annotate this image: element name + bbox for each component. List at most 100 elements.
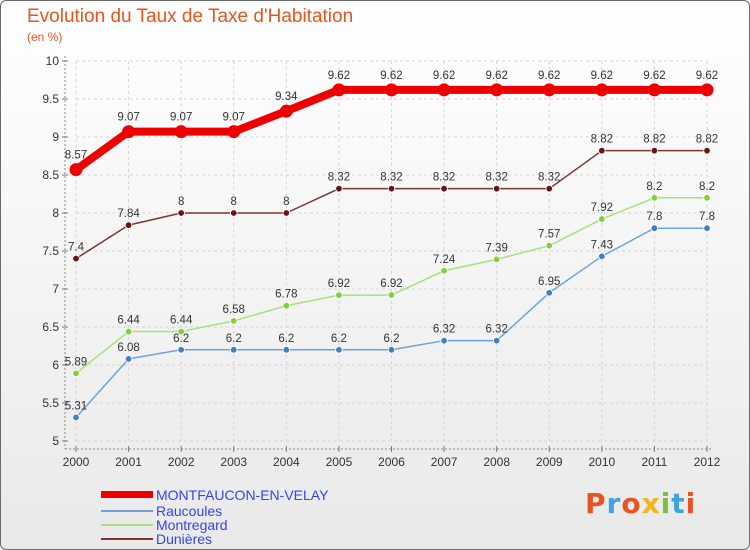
data-label: 9.62 (696, 70, 718, 82)
legend-item-montregard[interactable]: Montregard (101, 516, 228, 533)
data-label: 6.95 (538, 276, 560, 288)
data-point (545, 241, 553, 250)
series-layer: 7.4 7.84 8 8 8 8.32 8.32 8.32 8.32 8.32 8.82 8.82 8.… (65, 70, 718, 422)
data-point (230, 317, 238, 325)
data-point (703, 224, 711, 232)
data-point (545, 184, 553, 193)
data-label: 6.92 (328, 278, 350, 290)
data-point (332, 83, 346, 97)
data-point (650, 146, 659, 155)
x-tick-label: 2003 (220, 455, 247, 469)
chart-unit-label: (en %) (27, 30, 63, 44)
data-label: 6.44 (170, 315, 193, 327)
data-label: 9.62 (433, 70, 455, 82)
data-label: 5.31 (65, 400, 87, 412)
proxiti-logo[interactable]: Proxiti (585, 487, 696, 520)
data-label: 7.43 (591, 239, 613, 251)
data-point (282, 302, 291, 310)
y-tick-label: 8 (52, 206, 59, 220)
data-label: 8 (231, 196, 237, 208)
data-point (700, 83, 714, 97)
x-tick-label: 2008 (483, 455, 510, 469)
data-point (177, 346, 185, 354)
data-point (440, 267, 448, 275)
data-point (545, 289, 553, 297)
x-tick-label: 2001 (115, 455, 142, 469)
data-point (387, 346, 396, 354)
data-point (124, 355, 133, 363)
data-point (595, 83, 609, 97)
x-tick-label: 2004 (273, 455, 300, 469)
data-label: 8.32 (485, 172, 507, 184)
data-label: 6.44 (117, 315, 140, 327)
x-tick-label: 2007 (431, 455, 458, 469)
y-tick-label: 10 (46, 54, 60, 68)
data-label: 8.32 (538, 172, 560, 184)
data-label: 8 (178, 196, 184, 208)
legend-swatch-montfaucon (101, 491, 153, 498)
data-label: 9.07 (170, 112, 192, 124)
data-label: 8.32 (433, 172, 455, 184)
data-point (230, 346, 238, 354)
data-label: 8 (283, 196, 289, 208)
data-point (437, 83, 451, 97)
logo-letter: r (606, 487, 622, 520)
data-point (124, 327, 133, 336)
data-label: 6.58 (223, 304, 245, 316)
data-label: 8.32 (380, 172, 402, 184)
legend-item-dunieres[interactable]: Dunières (101, 531, 212, 547)
data-point (387, 184, 396, 193)
data-point (440, 336, 448, 345)
data-point (440, 184, 448, 193)
data-label: 7.8 (699, 211, 715, 223)
data-label: 6.92 (380, 278, 402, 290)
data-point (492, 255, 501, 264)
legend-label-montfaucon: MONTFAUCON-EN-VELAY (156, 486, 329, 503)
legend-label-raucoules: Raucoules (156, 502, 223, 519)
data-point (335, 291, 343, 299)
x-tick-label: 2012 (694, 455, 721, 469)
y-tick-label: 9 (52, 130, 59, 144)
data-label: 8.82 (591, 134, 613, 146)
data-label: 7.57 (538, 229, 560, 241)
legend-item-montfaucon[interactable]: MONTFAUCON-EN-VELAY (101, 486, 329, 503)
data-label: 8.82 (643, 134, 665, 146)
logo-letter: x (641, 487, 661, 520)
data-point (650, 194, 659, 202)
legend-label-montregard: Montregard (156, 516, 228, 533)
data-label: 9.07 (223, 112, 245, 124)
data-label: 7.92 (591, 202, 613, 214)
data-point (279, 104, 293, 118)
data-point (72, 254, 80, 263)
legend-item-raucoules[interactable]: Raucoules (101, 502, 223, 519)
data-point (227, 125, 241, 139)
data-point (647, 83, 661, 97)
data-label: 7.39 (485, 242, 507, 254)
data-label: 9.62 (380, 70, 402, 82)
data-label: 6.2 (278, 333, 294, 345)
y-tick-label: 7 (52, 282, 59, 296)
data-point (282, 346, 291, 354)
data-point (69, 163, 83, 177)
x-tick-label: 2009 (536, 455, 563, 469)
data-label: 7.4 (68, 242, 85, 254)
x-tick-label: 2010 (588, 455, 615, 469)
data-point (598, 252, 606, 261)
y-tick-label: 6 (52, 358, 59, 372)
data-point (703, 194, 711, 202)
data-label: 7.24 (433, 254, 456, 266)
data-label: 9.62 (485, 70, 507, 82)
y-tick-label: 9.5 (42, 92, 59, 106)
legend-swatch-montregard (101, 523, 153, 526)
data-label: 8.2 (699, 181, 715, 193)
data-label: 6.2 (384, 333, 400, 345)
data-point (492, 184, 501, 193)
data-label: 6.2 (173, 333, 189, 345)
data-point (335, 346, 343, 354)
logo-letter: t (671, 487, 686, 520)
data-label: 9.62 (538, 70, 560, 82)
axis-layer: 5 5.5 6 6.5 7 7.5 8 8.5 9 9.5 10 2000 2001 2002 2003 20… (42, 54, 720, 469)
data-label: 6.2 (226, 333, 242, 345)
data-label: 7.8 (646, 211, 662, 223)
